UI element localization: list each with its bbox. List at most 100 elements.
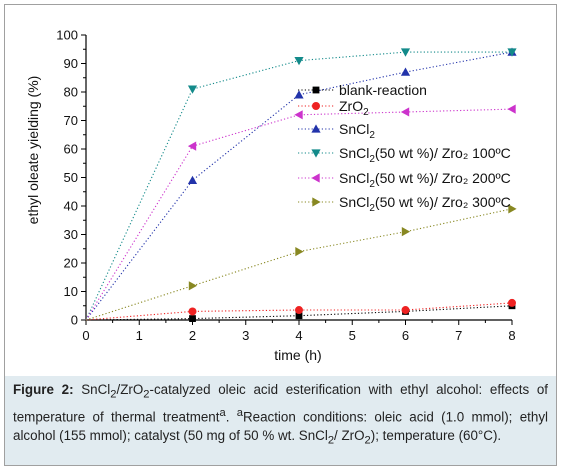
data-point xyxy=(187,175,198,185)
y-tick-label: 60 xyxy=(64,142,78,157)
legend-label-subscript: 2 xyxy=(369,203,375,214)
x-tick-label: 5 xyxy=(349,328,356,343)
legend-label-main: SnCl xyxy=(339,170,369,186)
legend-label: SnCl2(50 wt %)/ Zro₂ 300ºC xyxy=(339,194,511,214)
y-tick-label: 70 xyxy=(64,113,78,128)
legend-label: SnCl2 xyxy=(339,121,375,141)
legend-label-subscript: 2 xyxy=(363,107,369,118)
legend-label: SnCl2(50 wt %)/ Zro₂ 100ºC xyxy=(339,145,511,165)
x-tick-label: 4 xyxy=(295,328,302,343)
y-tick-label: 0 xyxy=(71,313,78,328)
legend-entry: ZrO2 xyxy=(298,98,369,118)
caption-label: Figure 2: xyxy=(13,382,74,397)
data-point xyxy=(400,48,411,57)
legend-label: blank-reaction xyxy=(339,82,427,98)
caption-sub: 2 xyxy=(143,388,150,401)
y-tick-label: 50 xyxy=(64,170,78,185)
data-point xyxy=(508,204,517,214)
series-1 xyxy=(85,298,516,321)
x-tick-label: 3 xyxy=(242,328,249,343)
legend-label-tail: (50 wt %)/ Zro₂ 300ºC xyxy=(375,194,511,210)
legend-entry: SnCl2(50 wt %)/ Zro₂ 100ºC xyxy=(298,145,511,165)
x-tick-label: 6 xyxy=(402,328,409,343)
data-point xyxy=(188,281,198,291)
caption-text: SnCl xyxy=(73,382,111,397)
legend-marker xyxy=(311,124,321,133)
x-tick-label: 0 xyxy=(82,328,89,343)
legend-marker xyxy=(311,173,320,183)
legend-entry: SnCl2(50 wt %)/ Zro₂ 300ºC xyxy=(298,194,511,214)
y-tick-label: 30 xyxy=(64,227,78,242)
legend-label-main: SnCl xyxy=(339,145,369,161)
data-point xyxy=(187,141,197,151)
caption-text: . xyxy=(225,409,237,425)
legend-label: ZrO2 xyxy=(339,98,369,118)
caption-sup: a xyxy=(236,407,243,420)
caption-text: -catalyzed oleic acid esterification wit… xyxy=(13,382,549,425)
figure-caption: Figure 2: SnCl2/ZrO2-catalyzed oleic aci… xyxy=(5,376,556,465)
line-chart: 0 10 20 30 40 50 60 70 80 90 100 0 1 2 3 4 5 6 7 8 blank-re… xyxy=(25,28,517,363)
caption-sub: 2 xyxy=(327,434,335,447)
y-tick-label: 20 xyxy=(64,256,78,271)
data-point xyxy=(294,56,304,66)
caption-sup: a xyxy=(219,407,226,420)
legend-marker xyxy=(312,197,321,207)
data-point xyxy=(401,227,411,237)
y-axis-title: ethyl oleate yielding (%) xyxy=(25,76,41,225)
legend-entry: SnCl2(50 wt %)/ Zro₂ 200ºC xyxy=(298,170,511,190)
data-point xyxy=(189,315,196,322)
legend-marker xyxy=(312,102,320,110)
series-layer xyxy=(85,47,517,322)
data-point xyxy=(294,110,303,120)
series-line xyxy=(85,208,513,321)
legend-entry: SnCl2 xyxy=(298,121,375,141)
legend-label-subscript: 2 xyxy=(369,154,375,165)
legend-label-main: ZrO xyxy=(339,98,363,114)
caption-text: Reaction conditions: oleic acid (1.0 mmo… xyxy=(13,409,548,444)
caption-text: ); temperature (60°C). xyxy=(370,428,502,444)
legend-label-main: SnCl xyxy=(339,194,369,210)
data-point xyxy=(295,306,303,315)
y-tick-label: 40 xyxy=(64,199,78,214)
caption-sub: 2 xyxy=(364,434,371,447)
caption-text: / ZrO xyxy=(334,428,365,444)
data-point xyxy=(507,48,517,57)
data-point xyxy=(187,85,198,94)
legend-label-subscript: 2 xyxy=(369,179,375,190)
series-5 xyxy=(85,204,517,321)
y-tick-label: 10 xyxy=(64,284,78,299)
legend-label-subscript: 2 xyxy=(369,130,375,141)
legend-marker xyxy=(312,86,320,94)
caption-text: /ZrO xyxy=(116,382,144,397)
legend-label: SnCl2(50 wt %)/ Zro₂ 200ºC xyxy=(339,170,511,190)
chart-axes: 0 10 20 30 40 50 60 70 80 90 100 0 1 2 3 4 5 6 7 8 xyxy=(56,28,515,344)
x-tick-label: 8 xyxy=(508,328,515,343)
caption-sub: 2 xyxy=(110,388,117,401)
series-4 xyxy=(85,104,516,321)
series-3 xyxy=(85,48,517,321)
x-axis-title: time (h) xyxy=(274,347,321,363)
series-line xyxy=(85,108,513,321)
data-point xyxy=(188,307,197,316)
x-tick-label: 7 xyxy=(455,328,462,343)
y-tick-label: 100 xyxy=(56,28,78,43)
legend-label-main: blank-reaction xyxy=(339,82,427,98)
legend-marker xyxy=(311,149,321,158)
data-point xyxy=(401,306,410,315)
legend-label-tail: (50 wt %)/ Zro₂ 100ºC xyxy=(375,145,511,161)
y-tick-label: 80 xyxy=(64,85,78,100)
data-point xyxy=(507,104,516,114)
legend-entry: blank-reaction xyxy=(298,82,427,98)
data-point xyxy=(295,312,303,320)
x-tick-label: 1 xyxy=(136,328,143,343)
data-point xyxy=(295,247,304,257)
y-tick-label: 90 xyxy=(64,56,78,71)
data-point xyxy=(400,67,411,76)
legend-label-tail: (50 wt %)/ Zro₂ 200ºC xyxy=(375,170,511,186)
legend-label-main: SnCl xyxy=(339,121,369,137)
data-point xyxy=(294,90,304,99)
data-point xyxy=(508,298,516,307)
data-point xyxy=(400,107,410,117)
x-tick-label: 2 xyxy=(189,328,196,343)
